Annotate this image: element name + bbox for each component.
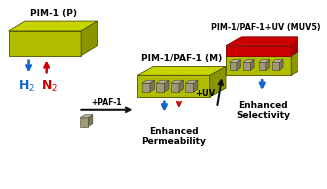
Polygon shape	[272, 60, 283, 63]
Polygon shape	[230, 63, 237, 70]
Polygon shape	[137, 66, 226, 75]
Polygon shape	[80, 115, 93, 118]
Polygon shape	[156, 83, 164, 92]
Polygon shape	[280, 60, 283, 70]
Text: PIM-1/PAF-1+UV (MUV5): PIM-1/PAF-1+UV (MUV5)	[212, 23, 321, 32]
Text: N$_2$: N$_2$	[41, 79, 58, 94]
Polygon shape	[142, 80, 154, 83]
Polygon shape	[171, 80, 183, 83]
Text: Enhanced
Permeability: Enhanced Permeability	[141, 126, 206, 146]
Polygon shape	[272, 63, 280, 70]
Polygon shape	[250, 60, 254, 70]
Polygon shape	[185, 80, 198, 83]
Polygon shape	[137, 75, 210, 97]
Polygon shape	[230, 60, 240, 63]
Polygon shape	[142, 83, 150, 92]
Polygon shape	[179, 80, 183, 92]
Polygon shape	[291, 47, 307, 75]
Polygon shape	[210, 66, 226, 97]
Polygon shape	[226, 46, 291, 56]
Text: PIM-1 (P): PIM-1 (P)	[29, 9, 77, 18]
Polygon shape	[259, 60, 269, 63]
Text: H$_2$: H$_2$	[18, 79, 35, 94]
Polygon shape	[81, 21, 97, 56]
Polygon shape	[243, 60, 254, 63]
Polygon shape	[80, 118, 88, 126]
Polygon shape	[291, 37, 307, 56]
Text: Enhanced
Selectivity: Enhanced Selectivity	[236, 101, 290, 120]
Polygon shape	[156, 80, 169, 83]
Text: +UV: +UV	[195, 88, 215, 98]
Polygon shape	[150, 80, 154, 92]
Polygon shape	[226, 47, 307, 56]
Polygon shape	[9, 31, 81, 56]
Polygon shape	[171, 83, 179, 92]
Text: densified skin layer: densified skin layer	[228, 48, 293, 53]
Polygon shape	[164, 80, 169, 92]
Polygon shape	[237, 60, 240, 70]
Polygon shape	[9, 21, 97, 31]
Polygon shape	[185, 83, 193, 92]
Polygon shape	[266, 60, 269, 70]
Text: +PAF-1: +PAF-1	[91, 98, 122, 107]
Polygon shape	[226, 37, 307, 46]
Polygon shape	[259, 63, 266, 70]
Polygon shape	[193, 80, 198, 92]
Polygon shape	[88, 115, 93, 126]
Text: PIM-1/PAF-1 (M): PIM-1/PAF-1 (M)	[141, 54, 222, 64]
Polygon shape	[243, 63, 250, 70]
Polygon shape	[226, 56, 291, 75]
